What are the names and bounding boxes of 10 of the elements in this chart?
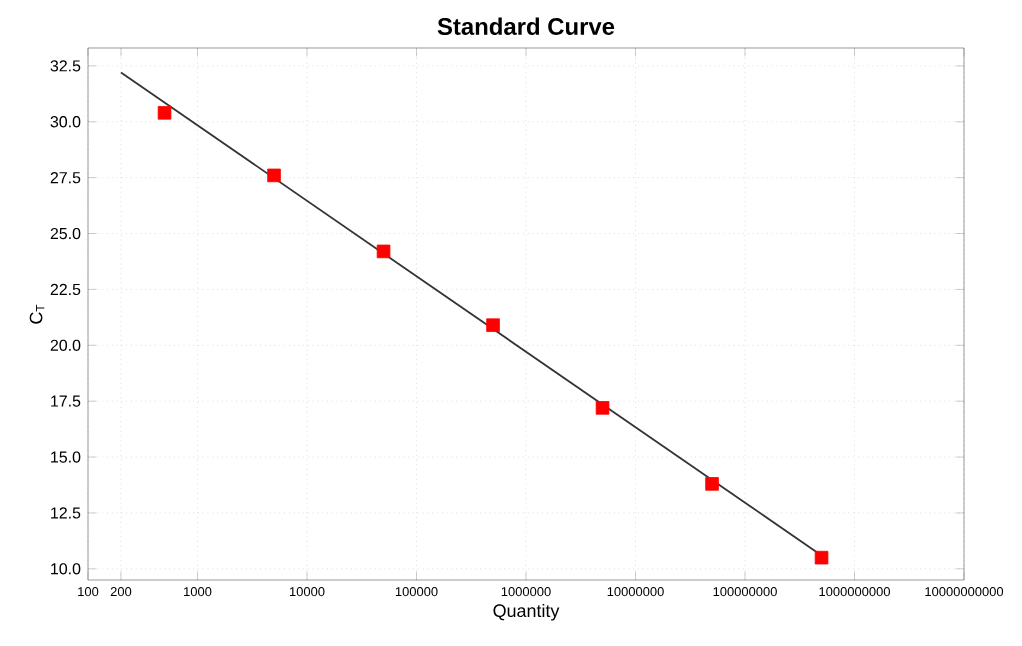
point [814,550,829,565]
point [705,477,719,491]
point [595,401,610,415]
y-axis-title: C$_{T}$ [29,304,45,324]
point [267,168,281,183]
point [376,244,391,259]
point [486,318,500,332]
x-axis-title: Quantity [493,603,560,621]
point [157,106,172,120]
chart-title: Standard Curve [437,17,615,35]
